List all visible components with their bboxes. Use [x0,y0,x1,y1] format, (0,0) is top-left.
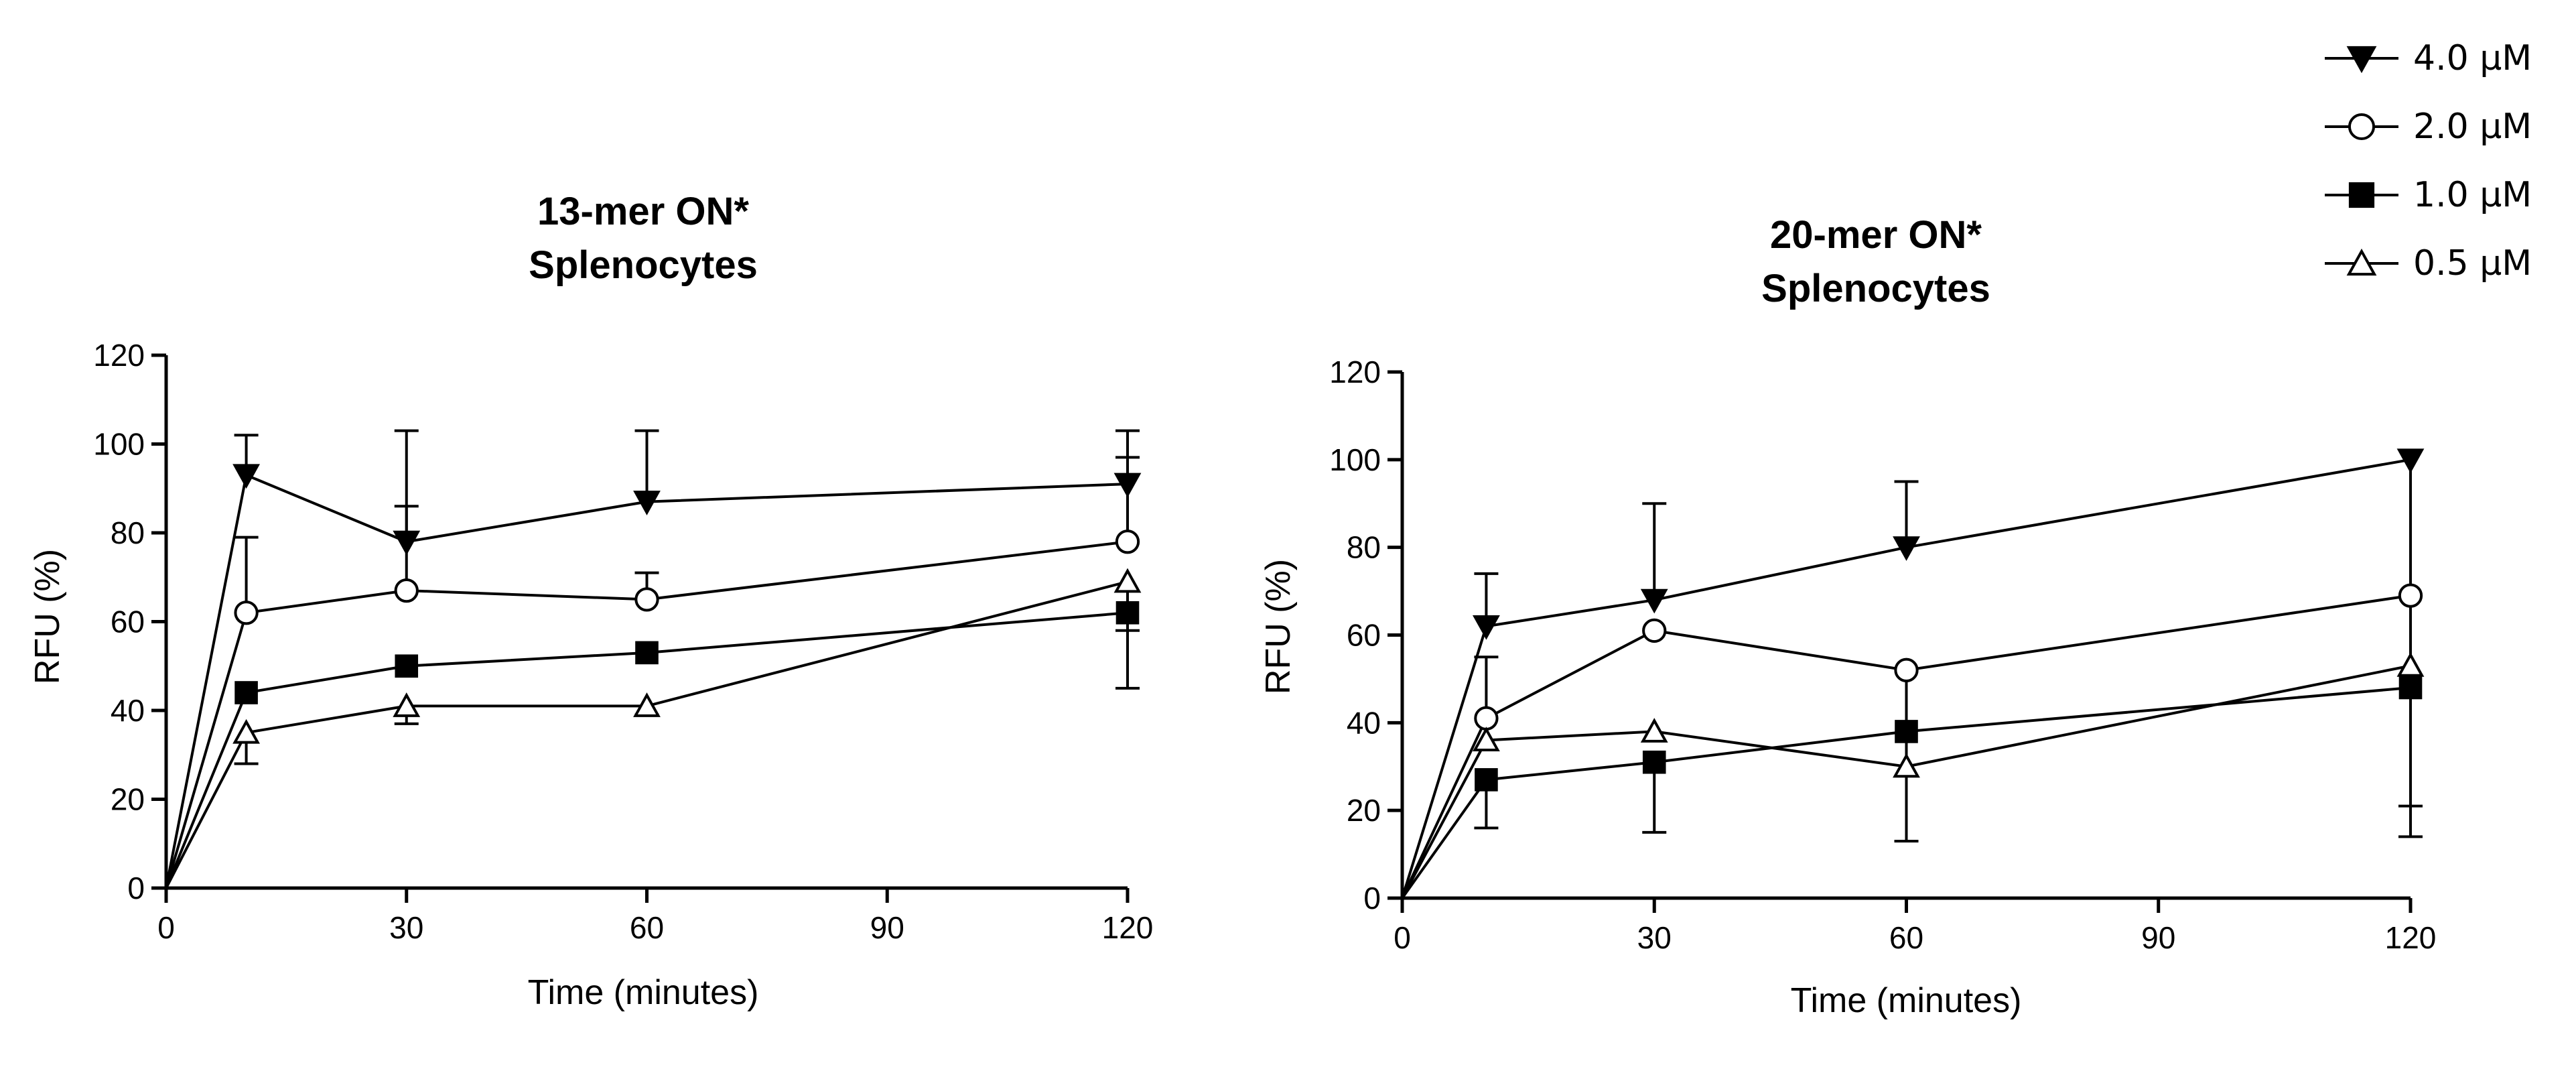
legend-label: 1.0 μM [2413,175,2532,215]
data-point-marker [1473,727,1500,751]
x-axis-label: Time (minutes) [1791,981,2022,1020]
x-axis-label: Time (minutes) [528,973,759,1012]
data-point-marker [2398,676,2423,700]
series-20M [165,456,1140,889]
plot-area: 0 20 40 60 80 100 120 0 30 60 90 120 [1329,355,2436,955]
y-tick-label: 60 [111,605,145,639]
y-tick-label: 0 [1363,881,1381,916]
legend-symbol [2325,248,2398,276]
x-tick-label: 0 [157,910,175,945]
series-05M [1401,652,2425,899]
legend-item: 2.0 μM [2325,107,2532,147]
y-tick-label: 0 [127,871,145,905]
data-point-marker [234,601,259,625]
x-tick-label: 120 [2385,920,2437,955]
x-tick-label: 60 [1889,920,1923,955]
legend-marker [2346,46,2377,74]
data-point-marker [394,578,419,603]
data-point-marker [232,464,260,489]
y-tick-label: 60 [1347,618,1381,653]
data-point-marker [2396,652,2425,677]
chart-title-line1: 20-mer ON* [1770,213,1982,257]
data-point-marker [635,641,659,665]
y-tick-label: 120 [93,338,145,373]
data-point-marker [393,692,421,717]
data-point-marker [234,681,258,704]
legend-marker [2348,113,2376,141]
legend-item: 4.0 μM [2325,38,2532,78]
data-point-marker [1113,568,1142,593]
legend-symbol [2325,46,2398,74]
x-tick-label: 90 [870,910,904,945]
data-point-marker [1893,536,1920,561]
data-point-marker [1474,706,1499,731]
data-point-marker [1893,753,1920,778]
series-05M [165,568,1142,889]
y-tick-label: 100 [93,427,145,462]
data-point-marker [1640,718,1668,743]
data-point-marker [634,587,659,612]
legend-marker [2348,182,2375,208]
data-point-marker [633,491,661,515]
y-tick-label: 20 [111,782,145,817]
y-tick-label: 80 [111,515,145,550]
data-point-marker [1473,615,1500,640]
x-tick-label: 60 [630,910,664,945]
series-10M [165,601,1140,889]
data-point-marker [1115,529,1140,554]
data-point-marker [633,692,661,717]
x-tick-label: 90 [2141,920,2175,955]
chart-title-line2: Splenocytes [529,243,758,287]
x-tick-label: 30 [389,910,423,945]
chart-title-line1: 13-mer ON* [537,190,749,233]
data-point-marker [395,654,419,678]
chart-panel-13mer: 13-mer ON* Splenocytes Time (minutes) RF… [28,190,1153,1012]
series-line [165,580,1128,889]
y-axis-label: RFU (%) [28,549,67,684]
data-point-marker [1895,720,1918,743]
data-point-marker [2398,583,2423,608]
legend-symbol [2325,113,2398,141]
legend-label: 0.5 μM [2413,243,2532,284]
plot-area: 0 20 40 60 80 100 120 0 30 60 90 120 [93,338,1153,945]
chart-panel-20mer: 20-mer ON* Splenocytes Time (minutes) RF… [1259,213,2436,1020]
y-tick-label: 80 [1347,530,1381,565]
data-point-marker [232,718,260,744]
series-10M [1401,676,2423,899]
y-axis-label: RFU (%) [1259,559,1298,694]
data-point-marker [1475,768,1498,792]
y-tick-label: 40 [1347,705,1381,740]
legend-symbol [2325,182,2398,208]
legend-marker [2346,248,2377,276]
x-tick-label: 0 [1394,920,1411,955]
data-point-marker [1642,750,1666,774]
y-tick-label: 20 [1347,793,1381,828]
data-point-marker [2396,448,2425,474]
y-tick-label: 100 [1329,442,1381,477]
legend-label: 4.0 μM [2413,38,2532,78]
legend: 4.0 μM 2.0 μM 1.0 μM 0.5 μM [2325,38,2532,284]
legend-item: 0.5 μM [2325,243,2532,284]
legend-label: 2.0 μM [2413,107,2532,147]
chart-title-line2: Splenocytes [1761,267,1990,310]
data-point-marker [1640,588,1668,614]
data-point-marker [1894,657,1919,682]
y-tick-label: 120 [1329,355,1381,389]
legend-item: 1.0 μM [2325,175,2532,215]
x-tick-label: 120 [1102,910,1154,945]
y-tick-label: 40 [111,693,145,728]
x-tick-label: 30 [1637,920,1672,955]
data-point-marker [1642,618,1667,643]
